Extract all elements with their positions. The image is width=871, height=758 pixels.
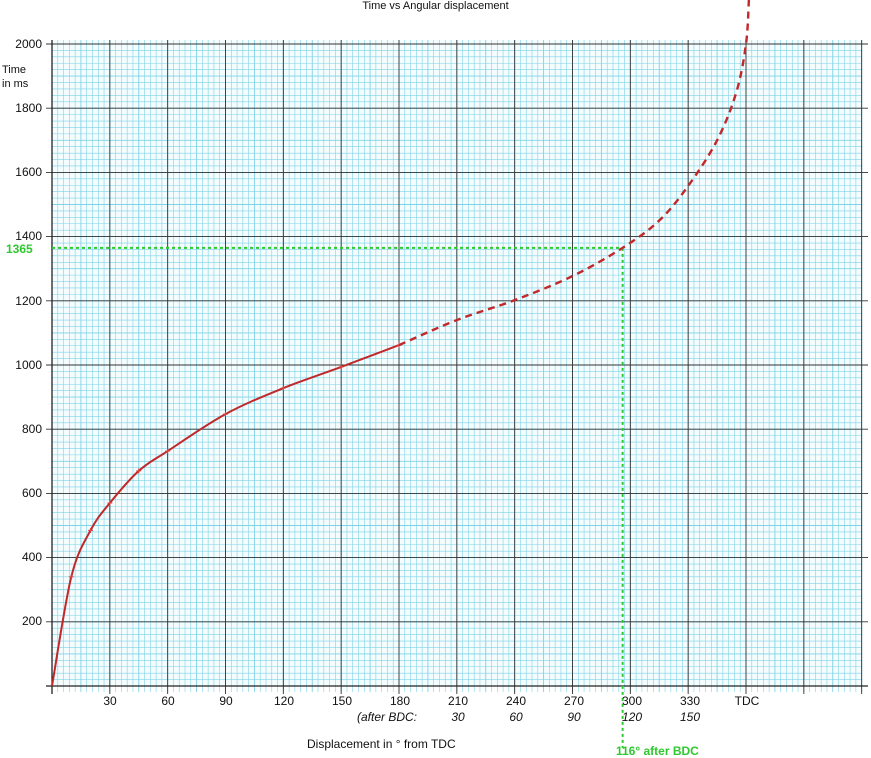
data-point-marker — [223, 411, 228, 417]
y-tick: 200 — [21, 614, 42, 628]
vline-annotation-label: 116° after BDC — [616, 744, 699, 758]
x-tick: 240 — [505, 694, 527, 708]
data-point-marker — [136, 468, 142, 474]
data-point-marker — [88, 527, 94, 533]
data-point-marker — [280, 385, 286, 391]
data-point-marker — [338, 364, 344, 370]
axes — [46, 40, 868, 694]
x-tick-tdc: TDC — [734, 694, 760, 708]
x-tick: 270 — [563, 694, 585, 708]
x-axis-label: Displacement in ° from TDC — [307, 737, 456, 751]
hline-annotation-label: 1365 — [6, 242, 33, 256]
y-tick: 800 — [21, 422, 42, 436]
y-tick: 1800 — [15, 101, 42, 115]
x-tick: 90 — [219, 694, 233, 708]
x-tick: 60 — [161, 694, 175, 708]
y-axis-label-line2: in ms — [2, 78, 29, 90]
y-tick: 1200 — [15, 294, 42, 308]
y-tick: 1600 — [15, 165, 42, 179]
x-tick: 300 — [621, 694, 643, 708]
x-tick-secondary: 150 — [679, 710, 701, 724]
y-tick: 1000 — [15, 358, 42, 372]
data-point-marker — [165, 448, 171, 454]
x-tick-secondary: 120 — [621, 710, 643, 724]
data-curves — [51, 0, 751, 687]
x-tick-secondary: 30 — [451, 710, 465, 724]
x-tick: 330 — [679, 694, 701, 708]
y-tick: 1400 — [15, 229, 42, 243]
x-tick: 180 — [389, 694, 411, 708]
y-tick: 600 — [21, 486, 42, 500]
measured-curve — [51, 344, 400, 687]
x-tick: 120 — [273, 694, 295, 708]
data-point-marker — [107, 500, 113, 506]
x-tick: 210 — [447, 694, 469, 708]
data-point-marker — [68, 574, 74, 580]
major-grid — [46, 40, 868, 694]
y-axis-label: Time in ms — [2, 63, 36, 91]
y-axis-label-line1: Time — [2, 64, 27, 76]
annotation-lines — [52, 246, 624, 748]
extrapolated-curve — [398, 0, 751, 347]
x-tick: 150 — [331, 694, 353, 708]
chart-title: Time vs Angular displacement — [362, 0, 509, 12]
after-bdc-prefix: (after BDC: — [357, 710, 418, 724]
x-tick: 30 — [103, 694, 117, 708]
y-tick: 400 — [21, 550, 42, 564]
x-tick-secondary: 60 — [509, 710, 523, 724]
x-tick-secondary: 90 — [567, 710, 581, 724]
y-tick: 2000 — [15, 37, 42, 51]
